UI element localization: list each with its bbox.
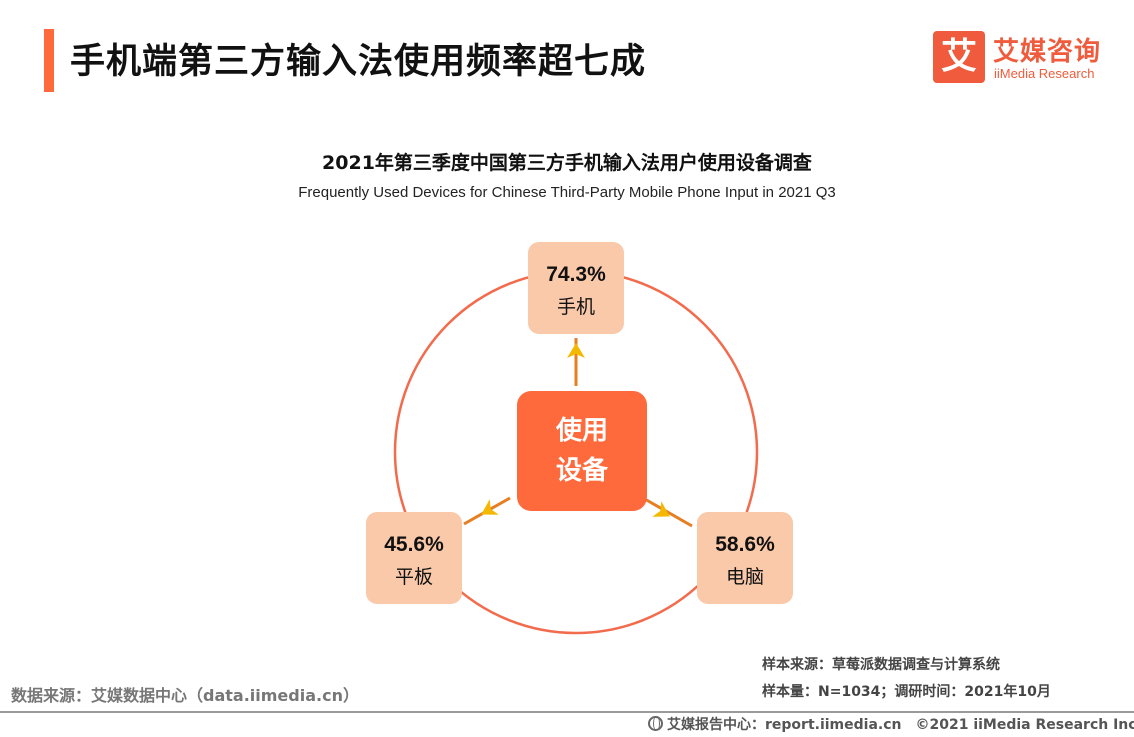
category-label: 手机 <box>557 296 595 318</box>
category-value: 58.6% <box>715 533 775 556</box>
logo-en-text: iiMedia Research <box>994 66 1095 81</box>
center-box <box>517 391 647 511</box>
arrow-head <box>481 499 499 515</box>
page-title: 手机端第三方输入法使用频率超七成 <box>70 42 647 82</box>
data-source: 数据来源：艾媒数据中心（data.iimedia.cn） <box>11 686 359 705</box>
chart-title: 2021年第三季度中国第三方手机输入法用户使用设备调查 <box>322 152 812 174</box>
category-label: 电脑 <box>726 566 764 588</box>
copyright: ©2021 iiMedia Research Inc <box>915 717 1134 733</box>
arrow-icon <box>567 343 585 358</box>
category-box-2 <box>697 512 793 604</box>
category-label: 平板 <box>395 566 433 588</box>
logo-cn-text: 艾媒咨询 <box>993 37 1102 67</box>
report-footer: 艾媒报告中心：report.iimedia.cn ©2021 iiMedia Re… <box>648 714 1134 734</box>
sample-source: 样本来源：草莓派数据调查与计算系统 <box>762 657 1000 673</box>
report-center: 艾媒报告中心：report.iimedia.cn <box>667 717 902 733</box>
brand-logo: 艾 艾媒咨询 iiMedia Research <box>933 31 1113 87</box>
title-accent-bar <box>44 29 54 92</box>
globe-icon <box>648 716 663 731</box>
connector-line-2 <box>642 496 693 528</box>
logo-mark: 艾 <box>933 31 985 83</box>
category-box-1 <box>366 512 462 604</box>
center-label: 使用 <box>555 416 608 446</box>
arrow-icon <box>652 501 670 517</box>
chart-subtitle: Frequently Used Devices for Chinese Thir… <box>298 184 836 201</box>
category-box-0 <box>528 242 624 334</box>
sample-info: 样本量：N=1034；调研时间：2021年10月 <box>762 684 1051 700</box>
category-value: 45.6% <box>384 533 444 556</box>
category-value: 74.3% <box>546 263 606 286</box>
arrow-head <box>567 343 585 358</box>
arrow-head <box>652 501 670 517</box>
arrow-icon <box>481 499 499 515</box>
center-label: 设备 <box>556 456 609 486</box>
footer-divider <box>0 711 1134 713</box>
